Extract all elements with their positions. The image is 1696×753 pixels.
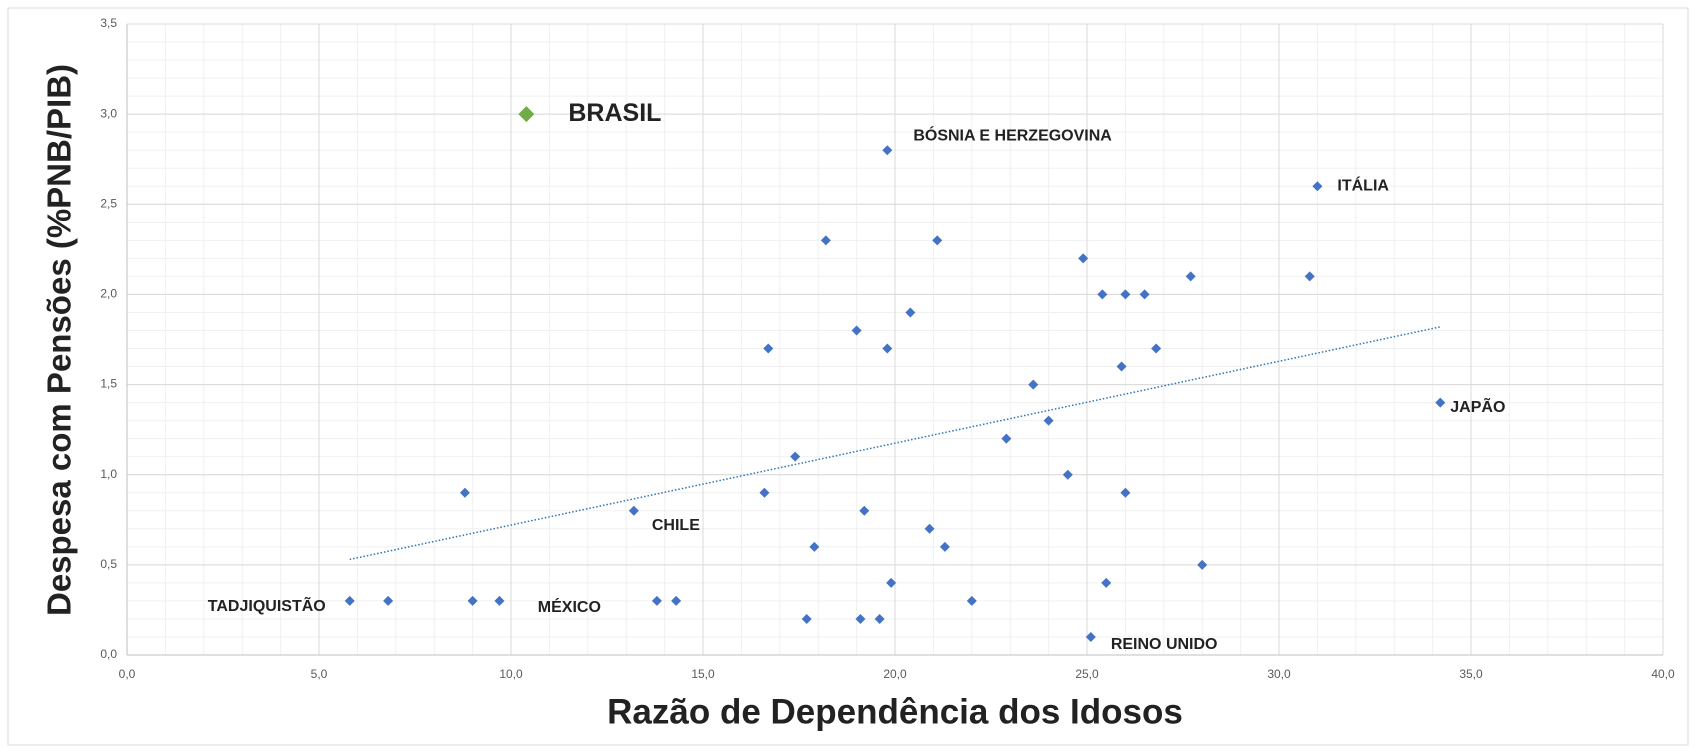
- point-label: BÓSNIA E HERZEGOVINA: [913, 125, 1112, 144]
- data-point: [1120, 289, 1131, 300]
- data-point: [886, 577, 897, 588]
- x-tick-label: 15,0: [691, 667, 715, 681]
- y-tick-label: 3,0: [100, 106, 117, 120]
- data-point: [1304, 271, 1315, 282]
- data-point: [1101, 577, 1112, 588]
- data-point: [1151, 343, 1162, 354]
- data-point: [855, 613, 866, 624]
- point-label: MÉXICO: [538, 597, 601, 616]
- data-point: [1085, 631, 1096, 642]
- y-tick-label: 0,5: [100, 557, 117, 571]
- point-label: JAPÃO: [1450, 396, 1505, 416]
- data-point: [494, 595, 505, 606]
- data-point: [1028, 379, 1039, 390]
- x-tick-label: 0,0: [119, 667, 136, 681]
- data-point: [1097, 289, 1108, 300]
- data-point: [1185, 271, 1196, 282]
- data-point: [874, 613, 885, 624]
- data-point: [1435, 397, 1446, 408]
- x-tick-label: 20,0: [883, 667, 907, 681]
- data-point: [1197, 559, 1208, 570]
- data-point: [1312, 181, 1323, 192]
- x-tick-label: 5,0: [311, 667, 328, 681]
- x-tick-label: 35,0: [1459, 667, 1483, 681]
- y-tick-label: 1,5: [100, 377, 117, 391]
- data-point: [344, 595, 355, 606]
- data-point: [383, 595, 394, 606]
- data-point: [1078, 253, 1089, 264]
- data-point: [859, 505, 870, 516]
- x-axis-title: Razão de Dependência dos Idosos: [607, 692, 1183, 731]
- y-tick-label: 1,0: [100, 467, 117, 481]
- data-point: [801, 613, 812, 624]
- data-point: [882, 145, 893, 156]
- y-axis-title: Despesa com Pensões (%PNB/PIB): [41, 64, 78, 616]
- data-point: [467, 595, 478, 606]
- data-point: [790, 451, 801, 462]
- x-tick-label: 30,0: [1267, 667, 1291, 681]
- data-point: [851, 325, 862, 336]
- data-point: [459, 487, 470, 498]
- y-tick-label: 2,0: [100, 287, 117, 301]
- point-label: CHILE: [652, 517, 700, 534]
- data-point: [1001, 433, 1012, 444]
- point-label: TADJIQUISTÃO: [208, 595, 326, 615]
- data-point: [1062, 469, 1073, 480]
- data-point: [1043, 415, 1054, 426]
- data-point: [759, 487, 770, 498]
- y-tick-label: 3,5: [100, 16, 117, 30]
- point-label: REINO UNIDO: [1111, 636, 1218, 653]
- data-point: [966, 595, 977, 606]
- point-label: ITÁLIA: [1337, 175, 1389, 194]
- x-tick-label: 40,0: [1651, 667, 1675, 681]
- data-point: [671, 595, 682, 606]
- data-point: [628, 505, 639, 516]
- data-point: [905, 307, 916, 318]
- trendline: [349, 326, 1441, 561]
- chart-frame: [7, 7, 1689, 746]
- data-point: [809, 541, 820, 552]
- data-point: [1120, 487, 1131, 498]
- x-tick-label: 25,0: [1075, 667, 1099, 681]
- data-point: [518, 106, 535, 123]
- data-point: [763, 343, 774, 354]
- data-point: [1139, 289, 1150, 300]
- data-point: [1116, 361, 1127, 372]
- data-point: [820, 235, 831, 246]
- data-point: [924, 523, 935, 534]
- point-label: BRASIL: [568, 99, 661, 127]
- y-tick-label: 2,5: [100, 196, 117, 210]
- x-tick-label: 10,0: [499, 667, 523, 681]
- data-point: [651, 595, 662, 606]
- data-point: [939, 541, 950, 552]
- data-point: [932, 235, 943, 246]
- y-tick-label: 0,0: [100, 647, 117, 661]
- data-point: [882, 343, 893, 354]
